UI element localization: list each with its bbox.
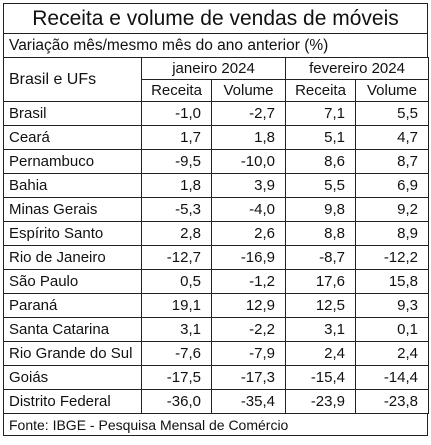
value-cell: 12,5 bbox=[285, 293, 357, 318]
sales-table-document: Receita e volume de vendas de móveis Var… bbox=[3, 3, 430, 436]
region-name-cell: Minas Gerais bbox=[3, 197, 142, 222]
table-row: Minas Gerais -5,3 -4,0 9,8 9,2 bbox=[3, 197, 430, 222]
value-cell: 8,7 bbox=[355, 149, 430, 174]
value-cell: 5,5 bbox=[285, 173, 357, 198]
value-cell: -35,4 bbox=[210, 389, 287, 414]
value-cell: -23,9 bbox=[285, 389, 357, 414]
metric-header-revenue-jan: Receita bbox=[141, 79, 212, 102]
value-cell: 8,9 bbox=[355, 221, 430, 246]
value-cell: 5,1 bbox=[285, 125, 357, 150]
table-body: Brasil -1,0 -2,7 7,1 5,5 Ceará 1,7 1,8 5,1 4,7 Per… bbox=[3, 101, 430, 414]
region-name-cell: Rio Grande do Sul bbox=[3, 341, 142, 366]
table-row: Pernambuco -9,5 -10,0 8,6 8,7 bbox=[3, 149, 430, 174]
value-cell: -5,3 bbox=[141, 197, 212, 222]
region-column-header: Brasil e UFs bbox=[3, 57, 142, 102]
region-name-cell: Distrito Federal bbox=[3, 389, 142, 414]
value-cell: 2,6 bbox=[210, 221, 287, 246]
sales-table: Brasil e UFs janeiro 2024 fevereiro 2024… bbox=[3, 57, 430, 414]
table-row: São Paulo 0,5 -1,2 17,6 15,8 bbox=[3, 269, 430, 294]
value-cell: -12,7 bbox=[141, 245, 212, 270]
value-cell: 9,8 bbox=[285, 197, 357, 222]
value-cell: 15,8 bbox=[355, 269, 430, 294]
value-cell: 4,7 bbox=[355, 125, 430, 150]
value-cell: 1,8 bbox=[210, 125, 287, 150]
value-cell: -9,5 bbox=[141, 149, 212, 174]
metric-header-volume-jan: Volume bbox=[210, 79, 287, 102]
metric-header-revenue-feb: Receita bbox=[285, 79, 357, 102]
period-header-february: fevereiro 2024 bbox=[285, 57, 430, 80]
value-cell: -7,6 bbox=[141, 341, 212, 366]
region-name-cell: Espírito Santo bbox=[3, 221, 142, 246]
region-name-cell: Rio de Janeiro bbox=[3, 245, 142, 270]
value-cell: 1,7 bbox=[141, 125, 212, 150]
value-cell: 0,1 bbox=[355, 317, 430, 342]
value-cell: 12,9 bbox=[210, 293, 287, 318]
value-cell: 9,3 bbox=[355, 293, 430, 318]
value-cell: 8,8 bbox=[285, 221, 357, 246]
region-name-cell: Paraná bbox=[3, 293, 142, 318]
table-row: Santa Catarina 3,1 -2,2 3,1 0,1 bbox=[3, 317, 430, 342]
value-cell: -12,2 bbox=[355, 245, 430, 270]
value-cell: -10,0 bbox=[210, 149, 287, 174]
table-header: Brasil e UFs janeiro 2024 fevereiro 2024… bbox=[3, 57, 430, 102]
period-header-january: janeiro 2024 bbox=[140, 57, 287, 80]
table-row: Espírito Santo 2,8 2,6 8,8 8,9 bbox=[3, 221, 430, 246]
source-note: Fonte: IBGE - Pesquisa Mensal de Comérci… bbox=[3, 414, 428, 436]
value-cell: -16,9 bbox=[210, 245, 287, 270]
value-cell: 1,8 bbox=[141, 173, 212, 198]
region-name-cell: Pernambuco bbox=[3, 149, 142, 174]
value-cell: -4,0 bbox=[210, 197, 287, 222]
value-cell: -1,0 bbox=[141, 101, 212, 126]
region-name-cell: Brasil bbox=[3, 101, 142, 126]
value-cell: 9,2 bbox=[355, 197, 430, 222]
value-cell: -1,2 bbox=[210, 269, 287, 294]
value-cell: 3,1 bbox=[141, 317, 212, 342]
value-cell: -8,7 bbox=[285, 245, 357, 270]
value-cell: -15,4 bbox=[285, 365, 357, 390]
table-subtitle: Variação mês/mesmo mês do ano anterior (… bbox=[3, 33, 428, 57]
region-name-cell: Ceará bbox=[3, 125, 142, 150]
value-cell: -2,7 bbox=[210, 101, 287, 126]
region-name-cell: Santa Catarina bbox=[3, 317, 142, 342]
value-cell: 19,1 bbox=[141, 293, 212, 318]
value-cell: 7,1 bbox=[285, 101, 357, 126]
value-cell: -23,8 bbox=[355, 389, 430, 414]
table-row: Goiás -17,5 -17,3 -15,4 -14,4 bbox=[3, 365, 430, 390]
value-cell: 3,1 bbox=[285, 317, 357, 342]
region-name-cell: São Paulo bbox=[3, 269, 142, 294]
table-row: Bahia 1,8 3,9 5,5 6,9 bbox=[3, 173, 430, 198]
table-row: Ceará 1,7 1,8 5,1 4,7 bbox=[3, 125, 430, 150]
value-cell: 8,6 bbox=[285, 149, 357, 174]
region-name-cell: Bahia bbox=[3, 173, 142, 198]
value-cell: -2,2 bbox=[210, 317, 287, 342]
value-cell: 2,4 bbox=[285, 341, 357, 366]
value-cell: 0,5 bbox=[141, 269, 212, 294]
value-cell: 5,5 bbox=[355, 101, 430, 126]
table-row: Rio de Janeiro -12,7 -16,9 -8,7 -12,2 bbox=[3, 245, 430, 270]
table-row: Paraná 19,1 12,9 12,5 9,3 bbox=[3, 293, 430, 318]
region-name-cell: Goiás bbox=[3, 365, 142, 390]
table-row: Rio Grande do Sul -7,6 -7,9 2,4 2,4 bbox=[3, 341, 430, 366]
value-cell: 17,6 bbox=[285, 269, 357, 294]
value-cell: 3,9 bbox=[210, 173, 287, 198]
value-cell: -36,0 bbox=[141, 389, 212, 414]
table-row: Brasil -1,0 -2,7 7,1 5,5 bbox=[3, 101, 430, 126]
table-title: Receita e volume de vendas de móveis bbox=[3, 3, 428, 33]
value-cell: -14,4 bbox=[355, 365, 430, 390]
table-row: Distrito Federal -36,0 -35,4 -23,9 -23,8 bbox=[3, 389, 430, 414]
value-cell: -7,9 bbox=[210, 341, 287, 366]
value-cell: 2,8 bbox=[141, 221, 212, 246]
value-cell: 2,4 bbox=[355, 341, 430, 366]
value-cell: 6,9 bbox=[355, 173, 430, 198]
value-cell: -17,5 bbox=[141, 365, 212, 390]
metric-header-volume-feb: Volume bbox=[355, 79, 430, 102]
value-cell: -17,3 bbox=[210, 365, 287, 390]
